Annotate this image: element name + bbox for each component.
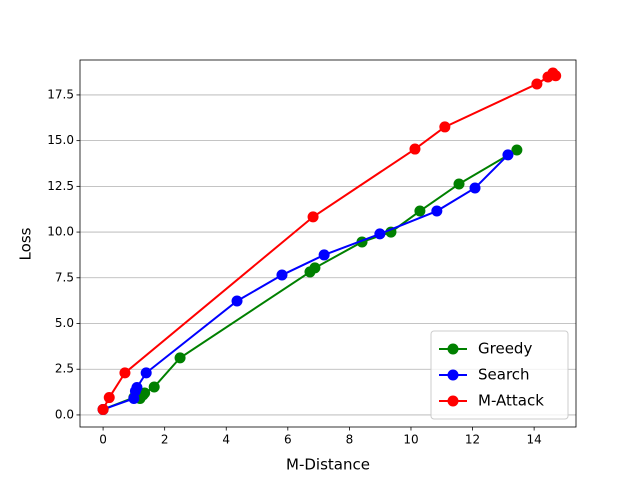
data-point (318, 249, 330, 261)
legend-marker (447, 369, 459, 381)
x-axis-label: M-Distance (286, 456, 370, 474)
data-point (531, 78, 543, 90)
y-tick-label: 10.0 (47, 225, 74, 239)
data-point (140, 367, 152, 379)
data-point (439, 121, 451, 133)
y-tick-label: 12.5 (47, 179, 74, 193)
data-point (231, 295, 243, 307)
data-point (119, 367, 131, 379)
data-point (453, 178, 465, 190)
y-axis-label: Loss (17, 227, 35, 260)
x-tick-label: 6 (284, 433, 292, 447)
data-point (276, 269, 288, 281)
legend-marker (447, 395, 459, 407)
legend-text: Greedy (478, 340, 532, 358)
legend-text: Search (478, 366, 530, 384)
data-point (414, 205, 426, 217)
data-point (103, 392, 115, 404)
data-point (174, 352, 186, 364)
data-point (148, 381, 160, 393)
y-tick-label: 17.5 (47, 87, 74, 101)
x-tick-label: 12 (465, 433, 480, 447)
y-tick-label: 2.5 (55, 362, 74, 376)
x-tick-label: 14 (526, 433, 541, 447)
y-tick-label: 7.5 (55, 270, 74, 284)
data-point (431, 205, 443, 217)
y-tick-label: 15.0 (47, 133, 74, 147)
x-tick-label: 2 (161, 433, 169, 447)
data-point (502, 149, 514, 161)
x-tick-label: 8 (346, 433, 354, 447)
data-point (131, 382, 143, 394)
data-point (550, 70, 562, 82)
plot-frame (79, 59, 577, 428)
data-point (469, 182, 481, 194)
y-tick-label: 5.0 (55, 316, 74, 330)
data-point (374, 228, 386, 240)
legend-marker (447, 343, 459, 355)
legend-text: M-Attack (478, 392, 544, 410)
x-tick-label: 10 (403, 433, 418, 447)
data-point (511, 144, 523, 156)
data-point (309, 262, 321, 274)
data-point (97, 403, 109, 415)
data-point (307, 211, 319, 223)
x-tick-label: 4 (222, 433, 230, 447)
data-point (409, 143, 421, 155)
data-point (139, 387, 151, 399)
x-tick-label: 0 (99, 433, 107, 447)
y-tick-label: 0.0 (55, 407, 74, 421)
legend-box (430, 330, 569, 420)
